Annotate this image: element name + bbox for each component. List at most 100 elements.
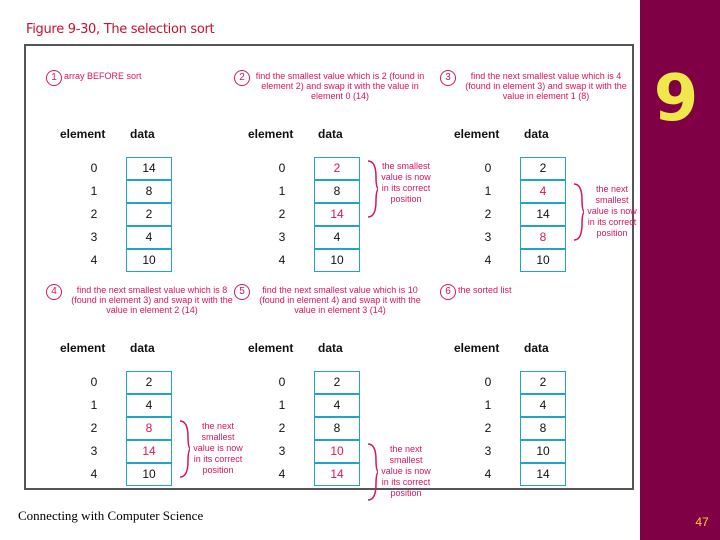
step-caption: 6 the sorted list xyxy=(440,284,640,324)
step-description: find the smallest value which is 2 (foun… xyxy=(255,71,425,101)
element-index: 1 xyxy=(278,184,286,198)
column-header-element: element xyxy=(60,341,106,355)
step-description: find the next smallest value which is 10… xyxy=(259,285,421,315)
element-index: 2 xyxy=(278,421,286,435)
step-description: array BEFORE sort xyxy=(64,71,142,81)
element-index: 3 xyxy=(90,230,98,244)
element-index: 3 xyxy=(484,444,492,458)
array-cell: 14 xyxy=(314,203,360,226)
step-number: 2 xyxy=(234,70,250,86)
array-cell: 8 xyxy=(520,226,566,249)
element-index: 2 xyxy=(278,207,286,221)
column-header-element: element xyxy=(248,341,294,355)
element-index: 0 xyxy=(90,161,98,175)
brace-icon xyxy=(367,443,378,501)
element-index: 1 xyxy=(484,184,492,198)
element-index: 3 xyxy=(278,444,286,458)
brace-icon xyxy=(367,160,378,218)
column-header-data: data xyxy=(524,127,549,141)
array-cell: 8 xyxy=(126,180,172,203)
array-cell: 4 xyxy=(314,394,360,417)
figure-title: Figure 9-30, The selection sort xyxy=(26,22,215,37)
step-caption: 2 find the smallest value which is 2 (fou… xyxy=(234,70,434,110)
element-index: 3 xyxy=(278,230,286,244)
column-header-element: element xyxy=(60,127,106,141)
column-header-data: data xyxy=(524,341,549,355)
position-note: the next smallest value is now in its co… xyxy=(193,421,243,475)
array-cell: 14 xyxy=(520,463,566,486)
step-number: 4 xyxy=(46,284,62,300)
array-cell: 4 xyxy=(126,226,172,249)
step-caption: 4 find the next smallest value which is 8… xyxy=(46,284,246,324)
element-index: 4 xyxy=(90,467,98,481)
step-caption: 1 array BEFORE sort xyxy=(46,70,246,110)
array-cell: 4 xyxy=(520,394,566,417)
array-cell: 4 xyxy=(126,394,172,417)
element-index: 1 xyxy=(278,398,286,412)
array-cell: 4 xyxy=(520,180,566,203)
array-cell: 2 xyxy=(126,371,172,394)
step-description: the sorted list xyxy=(458,285,512,295)
footer-text: Connecting with Computer Science xyxy=(18,508,204,523)
element-index: 3 xyxy=(90,444,98,458)
element-index: 1 xyxy=(90,184,98,198)
sidebar-band xyxy=(640,0,720,540)
element-index: 2 xyxy=(90,207,98,221)
column-header-data: data xyxy=(130,341,155,355)
element-index: 0 xyxy=(90,375,98,389)
step-description: find the next smallest value which is 8 … xyxy=(71,285,233,315)
element-index: 4 xyxy=(484,467,492,481)
step-panel: 1 array BEFORE sort element data 0 14 1 8 2 2 3 4 4 1… xyxy=(46,64,246,274)
element-index: 0 xyxy=(278,375,286,389)
column-header-data: data xyxy=(130,127,155,141)
position-note: the smallest value is now in its correct… xyxy=(381,161,431,204)
array-cell: 2 xyxy=(126,203,172,226)
element-index: 0 xyxy=(278,161,286,175)
array-cell: 10 xyxy=(314,249,360,272)
column-header-data: data xyxy=(318,127,343,141)
step-description: find the next smallest value which is 4 … xyxy=(465,71,627,101)
position-note: the next smallest value is now in its co… xyxy=(587,184,637,238)
element-index: 1 xyxy=(90,398,98,412)
element-index: 2 xyxy=(90,421,98,435)
array-cell: 4 xyxy=(314,226,360,249)
figure-frame: 1 array BEFORE sort element data 0 14 1 8 2 2 3 4 4 1… xyxy=(24,44,637,501)
element-index: 4 xyxy=(278,253,286,267)
page-number: 47 xyxy=(695,515,709,529)
step-caption: 3 find the next smallest value which is 4… xyxy=(440,70,640,110)
step-panel: 5 find the next smallest value which is 1… xyxy=(234,278,434,501)
array-cell: 10 xyxy=(126,249,172,272)
element-index: 0 xyxy=(484,375,492,389)
position-note: the next smallest value is now in its co… xyxy=(381,444,431,498)
element-index: 1 xyxy=(484,398,492,412)
array-cell: 14 xyxy=(126,440,172,463)
array-cell: 14 xyxy=(314,463,360,486)
chapter-badge: 9 xyxy=(653,62,699,136)
array-cell: 2 xyxy=(314,157,360,180)
step-number: 3 xyxy=(440,70,456,86)
array-cell: 10 xyxy=(314,440,360,463)
column-header-element: element xyxy=(248,127,294,141)
element-index: 2 xyxy=(484,421,492,435)
element-index: 2 xyxy=(484,207,492,221)
element-index: 3 xyxy=(484,230,492,244)
array-cell: 14 xyxy=(126,157,172,180)
step-panel: 2 find the smallest value which is 2 (fou… xyxy=(234,64,434,274)
array-cell: 2 xyxy=(520,371,566,394)
array-cell: 10 xyxy=(520,440,566,463)
step-number: 5 xyxy=(234,284,250,300)
column-header-element: element xyxy=(454,127,500,141)
array-cell: 10 xyxy=(520,249,566,272)
column-header-data: data xyxy=(318,341,343,355)
step-number: 6 xyxy=(440,284,456,300)
array-cell: 14 xyxy=(520,203,566,226)
step-panel: 4 find the next smallest value which is 8… xyxy=(46,278,246,488)
step-number: 1 xyxy=(46,70,62,86)
element-index: 4 xyxy=(90,253,98,267)
step-panel: 6 the sorted list element data 0 2 1 4 2 8 3 10 4 14 xyxy=(440,278,640,488)
array-cell: 2 xyxy=(520,157,566,180)
step-caption: 5 find the next smallest value which is 1… xyxy=(234,284,434,324)
array-cell: 8 xyxy=(126,417,172,440)
array-cell: 2 xyxy=(314,371,360,394)
element-index: 0 xyxy=(484,161,492,175)
